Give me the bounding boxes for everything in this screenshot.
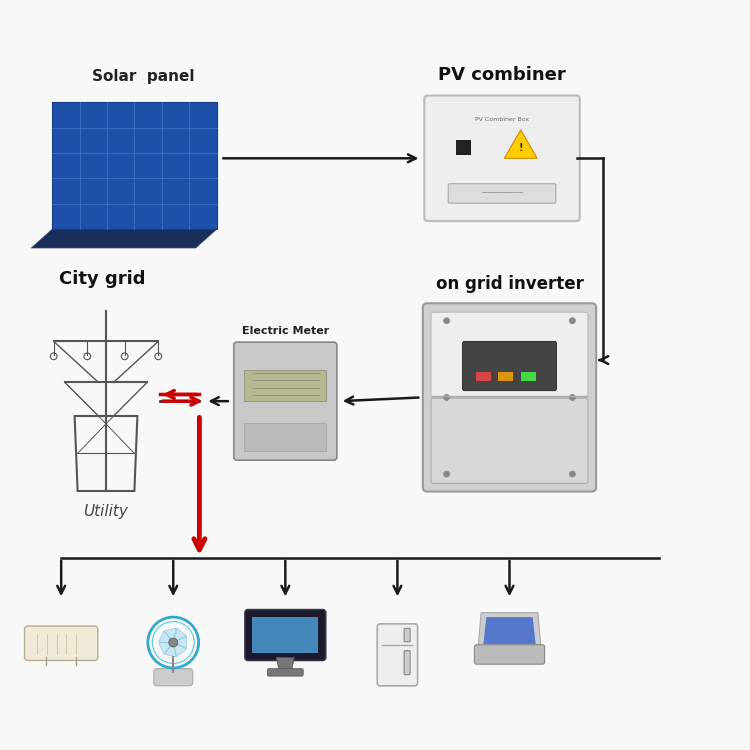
FancyBboxPatch shape	[25, 626, 98, 661]
Polygon shape	[164, 628, 176, 643]
Polygon shape	[53, 102, 217, 230]
Text: PV combiner: PV combiner	[438, 65, 566, 83]
FancyBboxPatch shape	[448, 184, 556, 203]
Text: !: !	[518, 142, 523, 153]
FancyBboxPatch shape	[456, 140, 471, 154]
FancyBboxPatch shape	[244, 370, 326, 401]
Text: Utility: Utility	[83, 504, 128, 519]
Circle shape	[569, 318, 575, 324]
Text: Electric Meter: Electric Meter	[242, 326, 329, 336]
Polygon shape	[164, 643, 176, 657]
FancyBboxPatch shape	[377, 624, 418, 686]
Circle shape	[569, 471, 575, 477]
FancyBboxPatch shape	[253, 617, 318, 653]
Polygon shape	[504, 130, 537, 158]
FancyBboxPatch shape	[404, 651, 410, 675]
FancyBboxPatch shape	[154, 669, 193, 686]
FancyBboxPatch shape	[245, 610, 326, 661]
Text: Solar  panel: Solar panel	[92, 68, 194, 83]
FancyBboxPatch shape	[431, 312, 588, 398]
FancyBboxPatch shape	[476, 372, 490, 381]
FancyBboxPatch shape	[431, 398, 588, 483]
Polygon shape	[173, 628, 186, 643]
FancyBboxPatch shape	[424, 95, 580, 221]
FancyBboxPatch shape	[268, 669, 303, 676]
FancyBboxPatch shape	[244, 423, 326, 451]
Polygon shape	[483, 617, 536, 644]
FancyBboxPatch shape	[463, 341, 556, 391]
FancyBboxPatch shape	[498, 372, 513, 381]
Polygon shape	[478, 613, 541, 648]
Circle shape	[444, 394, 449, 400]
Text: on grid inverter: on grid inverter	[436, 274, 584, 292]
Polygon shape	[173, 637, 187, 649]
FancyBboxPatch shape	[234, 342, 337, 460]
Text: ─────────────: ─────────────	[481, 191, 524, 196]
Circle shape	[444, 318, 449, 324]
Polygon shape	[276, 658, 294, 673]
Circle shape	[169, 638, 178, 647]
Text: PV Combiner Box: PV Combiner Box	[475, 117, 529, 122]
Polygon shape	[158, 632, 173, 643]
Text: City grid: City grid	[59, 269, 146, 287]
FancyBboxPatch shape	[423, 303, 596, 491]
FancyBboxPatch shape	[520, 372, 536, 381]
FancyBboxPatch shape	[404, 628, 410, 642]
Polygon shape	[158, 643, 173, 654]
FancyBboxPatch shape	[475, 645, 544, 664]
Polygon shape	[32, 230, 217, 248]
Circle shape	[444, 471, 449, 477]
Circle shape	[569, 394, 575, 400]
Polygon shape	[173, 643, 186, 657]
